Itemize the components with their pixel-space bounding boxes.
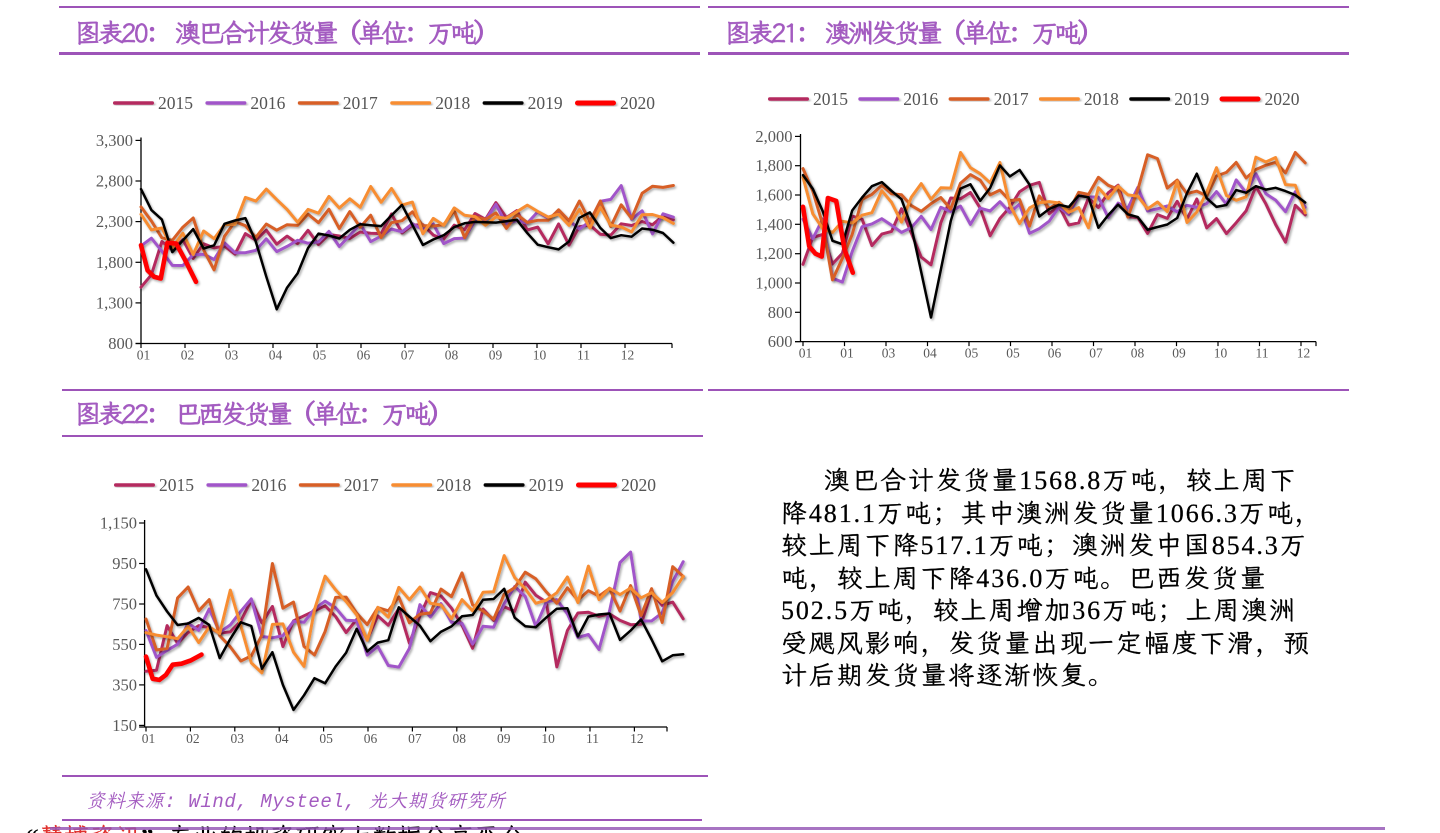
svg-text:04: 04 <box>275 731 289 746</box>
svg-text:12: 12 <box>630 731 644 746</box>
svg-text:04: 04 <box>269 348 283 363</box>
svg-text:2018: 2018 <box>1084 89 1119 109</box>
svg-text:1,000: 1,000 <box>755 274 792 293</box>
svg-text:1,300: 1,300 <box>96 293 133 312</box>
svg-text:2016: 2016 <box>903 89 938 109</box>
svg-text:09: 09 <box>1172 346 1186 361</box>
svg-text:10: 10 <box>541 731 555 746</box>
svg-text:01: 01 <box>799 346 813 361</box>
svg-text:06: 06 <box>1048 346 1062 361</box>
svg-text:10: 10 <box>533 348 547 363</box>
svg-text:2,800: 2,800 <box>96 172 133 191</box>
svg-text:2019: 2019 <box>1174 89 1209 109</box>
svg-text:2016: 2016 <box>250 93 285 113</box>
svg-text:2016: 2016 <box>251 475 286 495</box>
svg-text:2018: 2018 <box>436 475 471 495</box>
svg-text:2020: 2020 <box>621 475 656 495</box>
svg-text:09: 09 <box>489 348 503 363</box>
svg-text:800: 800 <box>768 303 793 322</box>
svg-text:05: 05 <box>1006 346 1020 361</box>
svg-text:07: 07 <box>408 731 422 746</box>
svg-text:02: 02 <box>181 348 195 363</box>
svg-text:750: 750 <box>112 595 137 614</box>
svg-text:2015: 2015 <box>813 89 848 109</box>
svg-text:08: 08 <box>453 731 467 746</box>
svg-text:12: 12 <box>621 348 635 363</box>
svg-text:04: 04 <box>923 346 937 361</box>
svg-text:2019: 2019 <box>528 93 563 113</box>
svg-text:11: 11 <box>577 348 590 363</box>
svg-text:1,200: 1,200 <box>755 244 792 263</box>
svg-text:05: 05 <box>965 346 979 361</box>
svg-text:2017: 2017 <box>344 475 379 495</box>
svg-text:1,600: 1,600 <box>755 186 792 205</box>
svg-text:03: 03 <box>225 348 239 363</box>
svg-text:3,300: 3,300 <box>96 131 133 150</box>
svg-text:10: 10 <box>1214 346 1228 361</box>
svg-text:02: 02 <box>186 731 200 746</box>
svg-text:11: 11 <box>586 731 599 746</box>
svg-text:2015: 2015 <box>159 475 194 495</box>
svg-text:11: 11 <box>1256 346 1269 361</box>
svg-text:2018: 2018 <box>435 93 470 113</box>
svg-text:2,300: 2,300 <box>96 212 133 231</box>
svg-text:07: 07 <box>1089 346 1103 361</box>
svg-text:03: 03 <box>231 731 245 746</box>
svg-text:150: 150 <box>112 716 137 735</box>
svg-text:2017: 2017 <box>343 93 378 113</box>
svg-text:07: 07 <box>401 348 415 363</box>
svg-text:1,800: 1,800 <box>96 253 133 272</box>
svg-text:01: 01 <box>137 348 151 363</box>
svg-text:06: 06 <box>364 731 378 746</box>
svg-text:09: 09 <box>497 731 511 746</box>
svg-text:950: 950 <box>112 554 137 573</box>
svg-text:03: 03 <box>882 346 896 361</box>
svg-text:12: 12 <box>1297 346 1311 361</box>
svg-text:1,400: 1,400 <box>755 215 792 234</box>
svg-text:800: 800 <box>108 334 133 353</box>
svg-text:2015: 2015 <box>158 93 193 113</box>
svg-text:600: 600 <box>768 332 793 351</box>
svg-text:06: 06 <box>357 348 371 363</box>
svg-text:550: 550 <box>112 635 137 654</box>
svg-text:1,150: 1,150 <box>100 514 137 533</box>
svg-text:2,000: 2,000 <box>755 127 792 146</box>
svg-text:2017: 2017 <box>994 89 1029 109</box>
svg-text:2019: 2019 <box>529 475 564 495</box>
svg-text:08: 08 <box>445 348 459 363</box>
svg-text:350: 350 <box>112 675 137 694</box>
svg-text:05: 05 <box>313 348 327 363</box>
svg-text:2020: 2020 <box>620 93 655 113</box>
svg-text:01: 01 <box>840 346 854 361</box>
svg-text:05: 05 <box>319 731 333 746</box>
svg-text:2020: 2020 <box>1265 89 1300 109</box>
svg-text:08: 08 <box>1131 346 1145 361</box>
svg-text:01: 01 <box>142 731 156 746</box>
svg-text:1,800: 1,800 <box>755 156 792 175</box>
